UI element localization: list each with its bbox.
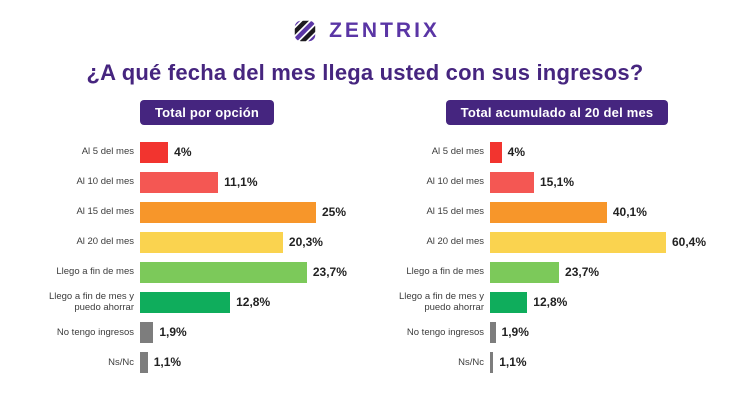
bar-area: 23,7% xyxy=(140,261,347,283)
bar-value: 1,1% xyxy=(499,355,527,370)
chart-row: Al 10 del mes 11,1% xyxy=(48,171,366,193)
bar-area: 12,8% xyxy=(490,291,666,313)
panel-badge-left: Total por opción xyxy=(139,100,275,125)
chart-row: No tengo ingresos 1,9% xyxy=(398,321,716,343)
bar-value: 12,8% xyxy=(236,295,271,310)
chart-row: Al 10 del mes 15,1% xyxy=(398,171,716,193)
panel-badge-right: Total acumulado al 20 del mes xyxy=(445,100,669,125)
bar xyxy=(140,351,148,373)
bar-area: 4% xyxy=(490,141,666,163)
chart-row: Llego a fin de mes y puedo ahorrar 12,8% xyxy=(398,291,716,313)
bar-area: 20,3% xyxy=(140,231,323,253)
chart-rows-left: Al 5 del mes 4% Al 10 del mes 11,1% Al 15 de… xyxy=(48,141,366,373)
bar-area: 40,1% xyxy=(490,201,666,223)
chart-row: Llego a fin de mes 23,7% xyxy=(48,261,366,283)
bar xyxy=(140,231,283,253)
chart-row: Ns/Nc 1,1% xyxy=(48,351,366,373)
bar-area: 1,1% xyxy=(490,351,666,373)
bar-value: 23,7% xyxy=(312,265,347,279)
bar-label: Al 5 del mes xyxy=(81,146,134,158)
bar-value: 4% xyxy=(174,145,192,159)
bar-label: Ns/Nc xyxy=(108,356,134,368)
bar-value: 1,1% xyxy=(153,355,182,370)
bar-area: 1,1% xyxy=(140,351,316,373)
bar-label: No tengo ingresos xyxy=(406,326,484,338)
zentrix-logo-icon xyxy=(294,20,316,42)
bar xyxy=(490,261,560,283)
panel-total-acumulado: Total acumulado al 20 del mes Al 5 del m… xyxy=(398,100,716,381)
bar-value: 4% xyxy=(507,145,525,159)
chart-row: No tengo ingresos 1,9% xyxy=(48,321,366,343)
bar-area: 1,9% xyxy=(490,321,666,343)
bar-value: 20,3% xyxy=(288,235,323,249)
bar-label: Al 20 del mes xyxy=(76,236,134,248)
bar-label: Llego a fin de mes y puedo ahorrar xyxy=(48,291,134,314)
bar xyxy=(140,291,231,313)
bar xyxy=(490,321,496,343)
bar-area: 23,7% xyxy=(490,261,666,283)
bar xyxy=(490,231,666,253)
bar-label: Llego a fin de mes xyxy=(56,266,134,278)
bar xyxy=(140,321,154,343)
bar-area: 4% xyxy=(140,141,316,163)
chart-row: Al 15 del mes 25% xyxy=(48,201,366,223)
bar-label: Al 20 del mes xyxy=(426,236,484,248)
bar-area: 11,1% xyxy=(140,171,316,193)
bar-value: 40,1% xyxy=(612,205,647,219)
bar-area: 15,1% xyxy=(490,171,666,193)
bar-area: 1,9% xyxy=(140,321,316,343)
bar-value: 1,9% xyxy=(501,325,529,340)
bar-label: Al 15 del mes xyxy=(426,206,484,218)
bar-value: 15,1% xyxy=(540,175,575,189)
panel-total-por-opcion: Total por opción Al 5 del mes 4% Al 10 del… xyxy=(48,100,366,381)
chart-row: Llego a fin de mes 23,7% xyxy=(398,261,716,283)
charts-container: Total por opción Al 5 del mes 4% Al 10 del… xyxy=(0,100,730,381)
bar-label: Llego a fin de mes y puedo ahorrar xyxy=(398,291,484,314)
chart-row: Al 20 del mes 20,3% xyxy=(48,231,366,253)
bar xyxy=(490,171,534,193)
bar-label: Al 15 del mes xyxy=(76,206,134,218)
bar-label: Al 10 del mes xyxy=(76,176,134,188)
bar xyxy=(140,171,219,193)
bar xyxy=(490,201,607,223)
bar-label: Ns/Nc xyxy=(458,356,484,368)
bar-label: Al 5 del mes xyxy=(431,146,484,158)
bar-value: 60,4% xyxy=(672,235,707,249)
bar-area: 12,8% xyxy=(140,291,316,313)
chart-row: Llego a fin de mes y puedo ahorrar 12,8% xyxy=(48,291,366,313)
logo: ZENTRIX xyxy=(0,10,730,52)
bar xyxy=(140,261,307,283)
bar xyxy=(490,351,494,373)
zentrix-logo-text: ZENTRIX xyxy=(329,19,440,42)
bar-value: 12,8% xyxy=(533,295,568,310)
bar-value: 23,7% xyxy=(565,265,600,279)
page-title: ¿A qué fecha del mes llega usted con sus… xyxy=(86,60,644,85)
bar xyxy=(140,201,316,223)
bar-value: 1,9% xyxy=(159,325,187,340)
chart-row: Al 5 del mes 4% xyxy=(48,141,366,163)
bar xyxy=(490,141,502,163)
bar-value: 25% xyxy=(322,205,347,219)
chart-row: Al 20 del mes 60,4% xyxy=(398,231,716,253)
chart-row: Al 5 del mes 4% xyxy=(398,141,716,163)
bar-label: Llego a fin de mes xyxy=(406,266,484,278)
chart-row: Ns/Nc 1,1% xyxy=(398,351,716,373)
chart-rows-right: Al 5 del mes 4% Al 10 del mes 15,1% Al 15 de… xyxy=(398,141,716,373)
chart-row: Al 15 del mes 40,1% xyxy=(398,201,716,223)
bar xyxy=(490,291,528,313)
bar-area: 60,4% xyxy=(490,231,706,253)
bar xyxy=(140,141,169,163)
bar-label: No tengo ingresos xyxy=(56,326,134,338)
bar-label: Al 10 del mes xyxy=(426,176,484,188)
bar-value: 11,1% xyxy=(224,175,258,189)
bar-area: 25% xyxy=(140,201,346,223)
